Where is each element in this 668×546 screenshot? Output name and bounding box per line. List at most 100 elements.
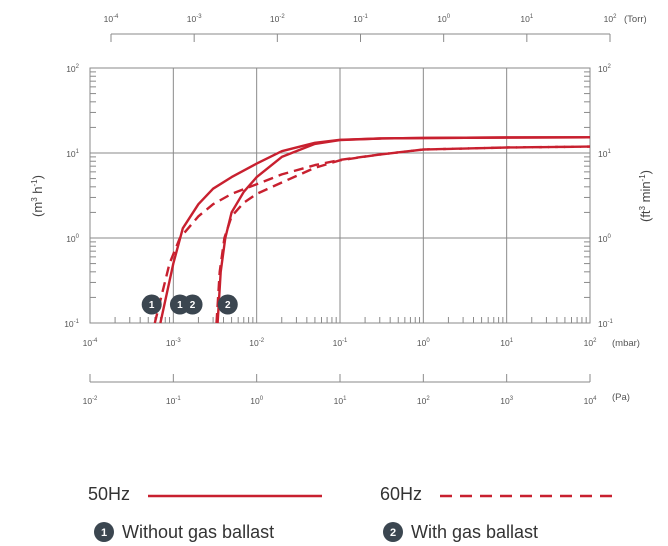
top-axis-tick-label-exp: -4 xyxy=(113,14,119,20)
x-axis-tick-label-exp: -1 xyxy=(342,338,348,344)
legend: 50Hz 60Hz 1 Without gas ballast 2 With g… xyxy=(88,484,612,542)
bottom-axis-tick-label-exp: 2 xyxy=(426,396,430,402)
y-axis-right-label: (ft3 min-1) xyxy=(638,170,653,222)
top-axis-tick-label-base: 10 xyxy=(437,14,447,24)
x-axis-tick-label-base: 10 xyxy=(584,338,594,348)
top-axis-tick-label: 10-2 xyxy=(270,14,285,24)
top-axis-tick-label: 100 xyxy=(437,14,450,24)
y-left-tick-label: 102 xyxy=(66,64,79,74)
y-left-label-sup2: -1 xyxy=(30,179,39,187)
legend-badge-1 xyxy=(94,522,114,542)
x-axis-tick-label-base: 10 xyxy=(333,338,343,348)
y-right-tick-label-exp: 1 xyxy=(607,149,611,155)
top-axis-tick-label: 10-1 xyxy=(353,14,368,24)
y-right-tick-label-base: 10 xyxy=(598,64,608,74)
y-left-label-end: ) xyxy=(30,175,45,179)
y-right-tick-label-base: 10 xyxy=(598,234,608,244)
series-line-60hz-1 xyxy=(153,145,591,324)
y-left-label-sup1: 3 xyxy=(30,197,39,202)
x-axis-tick-label-exp: -3 xyxy=(175,338,181,344)
bottom-axis-tick-label: 10-2 xyxy=(83,396,98,406)
bottom-axis-tick-label-base: 10 xyxy=(83,396,93,406)
bottom-axis-tick-label-exp: 4 xyxy=(593,396,597,402)
y-right-tick-label-base: 10 xyxy=(598,319,608,329)
y-left-tick-label: 10-1 xyxy=(64,319,79,329)
y-axis-left-label: (m3 h-1) xyxy=(30,175,45,217)
bottom-axis-tick-label-base: 10 xyxy=(334,396,344,406)
y-left-tick-label-exp: 2 xyxy=(76,64,80,70)
bottom-axis-tick-label: 103 xyxy=(500,396,513,406)
y-right-tick-label-exp: -1 xyxy=(607,319,613,325)
y-left-label-base: (m xyxy=(30,202,45,217)
top-axis-tick-label-base: 10 xyxy=(104,14,114,24)
top-axis-tick-label: 101 xyxy=(520,14,533,24)
x-axis-unit: (mbar) xyxy=(612,338,640,349)
y-left-tick-label-base: 10 xyxy=(66,64,76,74)
x-axis-tick-label-base: 10 xyxy=(500,338,510,348)
y-left-tick-label: 101 xyxy=(66,149,79,159)
bottom-axis-tick-label: 100 xyxy=(250,396,263,406)
top-axis-torr: 10-4 10-3 10-2 10-1 100 101 102 xyxy=(104,14,617,42)
y-left-tick-label-exp: 0 xyxy=(76,234,80,240)
x-axis-mbar: 10-4 10-3 10-2 10-1 100 101 102 xyxy=(83,338,597,348)
y-left-tick-label-base: 10 xyxy=(64,319,74,329)
legend-50hz-label: 50Hz xyxy=(88,484,130,504)
curve-marker-label: 2 xyxy=(190,300,196,311)
x-axis-tick-label-base: 10 xyxy=(417,338,427,348)
top-axis-tick-label-exp: 0 xyxy=(447,14,451,20)
x-axis-tick-label: 10-1 xyxy=(333,338,348,348)
top-axis-tick-label: 10-3 xyxy=(187,14,202,24)
legend-60hz-label: 60Hz xyxy=(380,484,422,504)
y-right-tick-label: 10-1 xyxy=(598,319,613,329)
y-right-tick-label-exp: 2 xyxy=(607,64,611,70)
y-right-tick-label-exp: 0 xyxy=(607,234,611,240)
top-axis-tick-label-exp: 1 xyxy=(530,14,534,20)
top-axis-tick-label: 102 xyxy=(604,14,617,24)
y-right-tick-label: 100 xyxy=(598,234,611,244)
series-group xyxy=(153,136,591,324)
bottom-axis-tick-label-base: 10 xyxy=(250,396,260,406)
bottom-axis-tick-label-base: 10 xyxy=(500,396,510,406)
y-left-tick-label: 100 xyxy=(66,234,79,244)
bottom-axis-tick-label: 10-1 xyxy=(166,396,181,406)
curve-marker-2 xyxy=(182,294,203,315)
top-axis-tick-label-exp: -3 xyxy=(196,14,202,20)
x-axis-tick-label: 10-2 xyxy=(249,338,264,348)
bottom-axis-tick-label-exp: -1 xyxy=(175,396,181,402)
x-axis-tick-label: 100 xyxy=(417,338,430,348)
bottom-axis-tick-label: 102 xyxy=(417,396,430,406)
bottom-axis-tick-label-exp: -2 xyxy=(92,396,98,402)
bottom-axis-tick-label-base: 10 xyxy=(584,396,594,406)
bottom-axis-pa: 10-2 10-1 100 101 102 103 104 xyxy=(83,374,597,406)
curve-marker-label: 1 xyxy=(149,300,155,311)
y-right-label-end: ) xyxy=(638,170,653,174)
bottom-axis-tick-label: 101 xyxy=(334,396,347,406)
legend-badge-2 xyxy=(383,522,403,542)
top-axis-tick-label-exp: -1 xyxy=(363,14,369,20)
top-axis-tick-label-base: 10 xyxy=(604,14,614,24)
top-axis-tick-label-base: 10 xyxy=(353,14,363,24)
top-axis-tick-label-exp: -2 xyxy=(279,14,285,20)
x-axis-tick-label: 10-3 xyxy=(166,338,181,348)
bottom-axis-tick-label: 104 xyxy=(584,396,597,406)
x-axis-tick-label: 101 xyxy=(500,338,513,348)
bottom-axis-tick-label-base: 10 xyxy=(417,396,427,406)
x-axis-tick-label-exp: 1 xyxy=(510,338,514,344)
bottom-axis-unit: (Pa) xyxy=(612,392,630,403)
series-line-60hz-2 xyxy=(215,145,591,324)
curve-marker-label: 1 xyxy=(177,300,183,311)
legend-badge-1-num: 1 xyxy=(101,527,107,539)
y-right-tick-label: 101 xyxy=(598,149,611,159)
x-axis-tick-label: 102 xyxy=(584,338,597,348)
x-axis-tick-label: 10-4 xyxy=(83,338,98,348)
y-left-tick-label-base: 10 xyxy=(66,149,76,159)
bottom-axis-tick-label-exp: 0 xyxy=(260,396,264,402)
legend-badge-1-label: Without gas ballast xyxy=(122,522,274,542)
y-right-label-base: (ft xyxy=(638,210,653,222)
y-right-tick-label-base: 10 xyxy=(598,149,608,159)
top-axis-tick-label-exp: 2 xyxy=(613,14,617,20)
bottom-axis-tick-label-exp: 3 xyxy=(510,396,514,402)
